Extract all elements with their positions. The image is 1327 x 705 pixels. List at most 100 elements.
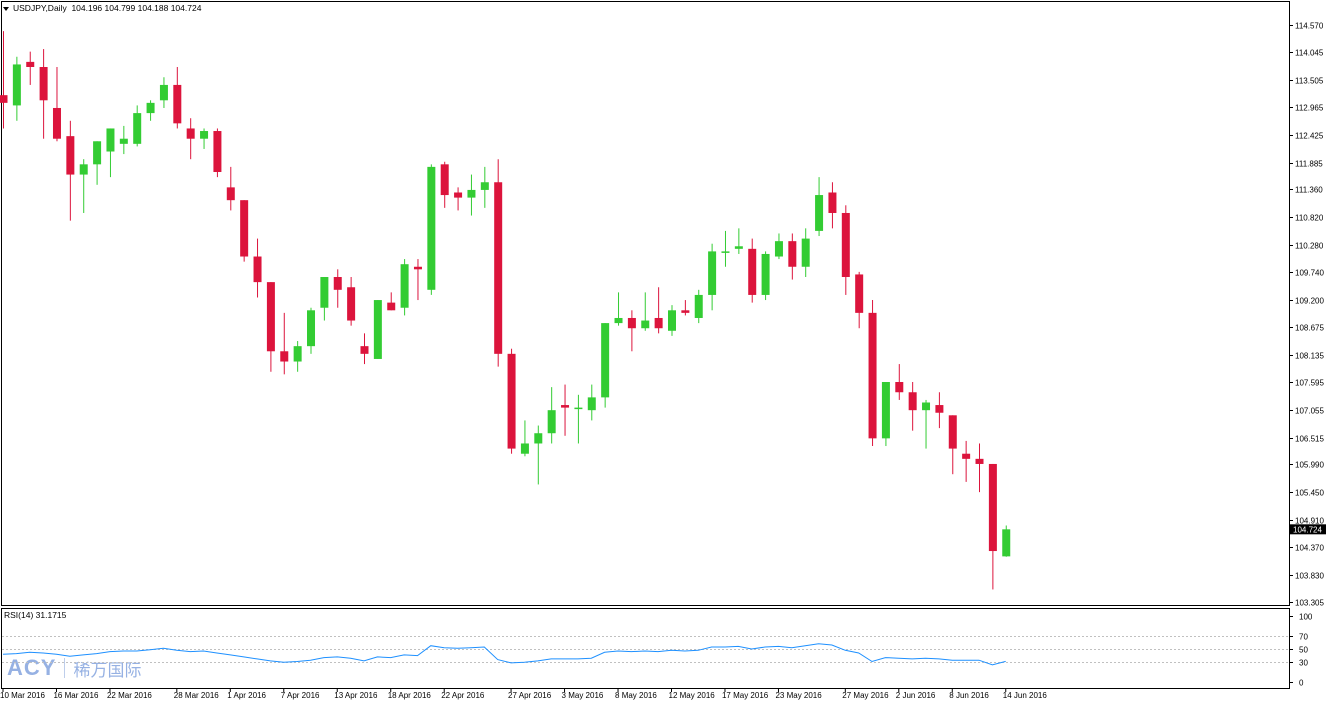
candle-bear — [39, 67, 48, 101]
price-tick-label: 107.055 — [1295, 407, 1324, 416]
candle-bull — [93, 141, 102, 165]
rsi-label: RSI(14) 31.1715 — [4, 610, 67, 620]
current-price-tag: 104.724 — [1290, 524, 1326, 535]
price-tick-label: 111.360 — [1295, 186, 1323, 195]
price-tick-label: 114.045 — [1295, 49, 1324, 58]
candle-bull — [159, 84, 168, 101]
rsi-tick-label: 100 — [1299, 613, 1313, 622]
price-tick-label: 107.595 — [1295, 379, 1324, 388]
time-tick-label: 3 May 2016 — [562, 691, 604, 700]
time-tick-label: 14 Jun 2016 — [1003, 691, 1048, 700]
candle-bull — [79, 164, 88, 175]
candle-bear — [26, 61, 35, 68]
candle-bear — [173, 84, 182, 124]
candle-bear — [654, 317, 663, 329]
rsi-line — [2, 643, 1006, 666]
candle-bull — [119, 138, 128, 144]
candle-bull — [520, 443, 529, 454]
candle-bull — [200, 131, 209, 139]
candle-bear — [347, 287, 356, 321]
time-tick-label: 2 Jun 2016 — [896, 691, 936, 700]
candle-bear — [413, 266, 422, 270]
candle-bear — [440, 164, 449, 196]
candle-bear — [240, 200, 249, 257]
price-tick-label: 103.305 — [1295, 599, 1324, 608]
candle-bull — [668, 310, 676, 331]
candle-bear — [66, 136, 75, 175]
candle-bear — [908, 392, 917, 411]
candle-bear — [855, 274, 864, 313]
candle-bear — [681, 310, 690, 313]
price-tick-label: 110.820 — [1295, 214, 1324, 223]
candle-bull — [574, 407, 583, 410]
price-tick-label: 108.135 — [1295, 352, 1324, 361]
candle-bear — [454, 192, 463, 198]
candle-bull — [1002, 529, 1011, 557]
candle-bear — [988, 463, 997, 552]
candle-bull — [293, 346, 302, 362]
candle-bear — [748, 248, 757, 295]
candle-bull — [774, 241, 783, 257]
price-tick-label: 105.450 — [1295, 489, 1324, 498]
price-tick-label: 104.370 — [1295, 544, 1324, 553]
candle-bull — [467, 189, 476, 198]
time-tick-label: 8 Jun 2016 — [949, 691, 989, 700]
price-tick-label: 112.965 — [1295, 104, 1324, 113]
time-tick-label: 7 Apr 2016 — [281, 691, 320, 700]
time-tick-label: 27 May 2016 — [842, 691, 889, 700]
candle-bear — [52, 107, 61, 139]
time-tick-label: 18 Apr 2016 — [388, 691, 432, 700]
candle-bear — [788, 241, 797, 267]
candle-bull — [146, 102, 155, 114]
candle-bull — [614, 317, 623, 324]
candle-bear — [387, 302, 396, 311]
candle-bear — [280, 351, 289, 362]
candle-bear — [975, 458, 984, 464]
triangle-down-icon[interactable] — [3, 6, 9, 11]
time-tick-label: 10 Mar 2016 — [0, 691, 45, 700]
current-price-bg — [1290, 524, 1326, 535]
price-pane-frame — [1, 1, 1290, 606]
time-tick-label: 22 Mar 2016 — [107, 691, 152, 700]
price-tick-label: 104.910 — [1295, 517, 1324, 526]
candle-bull — [761, 253, 770, 295]
candles-group — [0, 31, 1011, 590]
price-tick-label: 113.505 — [1295, 77, 1324, 86]
candle-bull — [133, 113, 142, 144]
candle-bear — [507, 353, 516, 449]
candle-bear — [253, 256, 262, 283]
candle-bull — [734, 246, 743, 249]
candle-bear — [895, 382, 904, 393]
candle-bull — [480, 182, 489, 190]
candle-bull — [547, 410, 556, 434]
time-tick-label: 16 Mar 2016 — [53, 691, 98, 700]
ohlc-values: 104.196 104.799 104.188 104.724 — [71, 3, 202, 13]
candle-bull — [708, 251, 717, 295]
time-tick-label: 13 Apr 2016 — [334, 691, 378, 700]
price-tick-label: 108.675 — [1295, 324, 1324, 333]
price-tick-label: 110.280 — [1295, 242, 1324, 251]
rsi-pane-frame — [1, 608, 1290, 689]
candle-bear — [226, 187, 235, 201]
price-tick-label: 109.200 — [1295, 297, 1324, 306]
candle-bear — [494, 182, 503, 354]
time-tick-label: 8 May 2016 — [615, 691, 657, 700]
candle-bull — [721, 251, 730, 253]
candle-bull — [815, 195, 824, 231]
candle-bear — [186, 128, 195, 139]
rsi-tick-label: 0 — [1299, 679, 1304, 688]
candle-bear — [948, 415, 957, 449]
candle-bull — [601, 323, 610, 398]
price-tick-label: 105.990 — [1295, 461, 1324, 470]
time-tick-label: 22 Apr 2016 — [441, 691, 485, 700]
time-tick-label: 17 May 2016 — [722, 691, 769, 700]
time-tick-label: 23 May 2016 — [775, 691, 822, 700]
candle-bull — [320, 277, 329, 308]
candle-bull — [641, 320, 650, 329]
candle-bear — [266, 282, 275, 352]
candle-bull — [881, 382, 890, 439]
candle-bear — [561, 405, 570, 408]
price-tick-label: 114.570 — [1295, 22, 1324, 31]
candle-bull — [373, 300, 382, 359]
